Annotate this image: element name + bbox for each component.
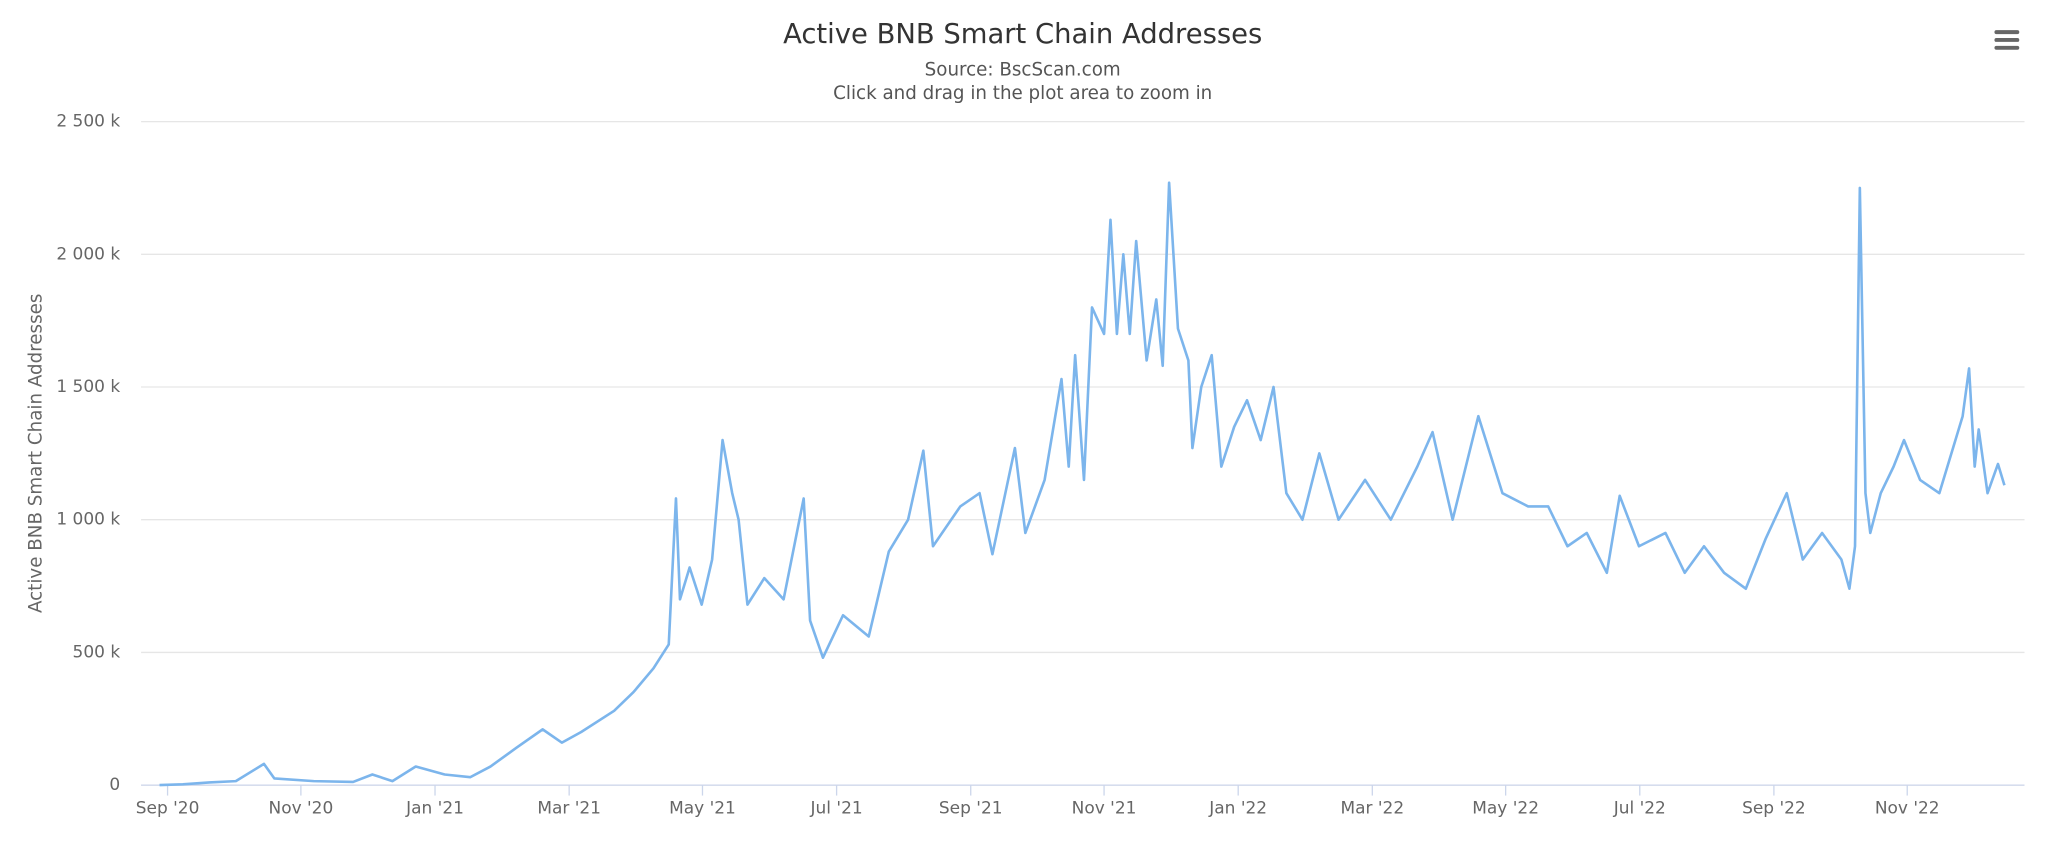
- y-tick-label: 500 k: [73, 642, 121, 662]
- x-tick-label: May '21: [669, 799, 736, 819]
- zoom-hint: Click and drag in the plot area to zoom …: [833, 83, 1212, 104]
- y-tick-label: 2 500 k: [56, 112, 120, 132]
- y-tick-label: 1 500 k: [56, 377, 120, 397]
- x-tick-label: May '22: [1472, 799, 1539, 819]
- x-tick-label: Jul '21: [810, 799, 863, 819]
- data-line: [159, 181, 2006, 787]
- x-tick-label: Mar '21: [537, 799, 601, 819]
- x-tick-label: Nov '22: [1875, 799, 1940, 819]
- y-tick-label: 0: [109, 775, 120, 795]
- x-tick-label: Sep '22: [1742, 799, 1806, 819]
- x-tick-label: Sep '20: [136, 799, 200, 819]
- x-tick-label: Sep '21: [939, 799, 1003, 819]
- menu-bar[interactable]: [1994, 30, 2020, 35]
- menu-bar[interactable]: [1994, 38, 2020, 42]
- x-tick-label: Jan '21: [405, 799, 464, 819]
- y-axis-title: Active BNB Smart Chain Addresses: [26, 294, 47, 613]
- x-tick-label: Jan '22: [1208, 799, 1267, 819]
- chart-title: Active BNB Smart Chain Addresses: [783, 19, 1262, 50]
- x-tick-label: Nov '20: [269, 799, 334, 819]
- menu-button[interactable]: [1990, 26, 2022, 55]
- y-tick-label: 2 000 k: [56, 244, 120, 264]
- x-tick-label: Nov '21: [1072, 799, 1137, 819]
- chart-subtitle: Source: BscScan.com: [925, 60, 1121, 81]
- menu-bar[interactable]: [1994, 45, 2020, 50]
- x-tick-label: Jul '22: [1613, 799, 1666, 819]
- x-tick-label: Mar '22: [1340, 799, 1404, 819]
- y-tick-label: 1 000 k: [56, 510, 120, 530]
